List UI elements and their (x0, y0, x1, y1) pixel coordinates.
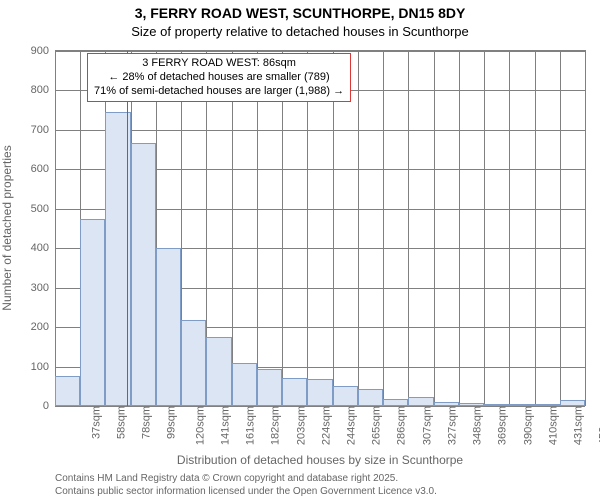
bar (459, 403, 484, 406)
callout-line2: ← 28% of detached houses are smaller (78… (94, 71, 344, 85)
bar (206, 337, 231, 406)
x-tick-label: 120sqm (188, 406, 206, 445)
bar (232, 363, 257, 406)
x-tick-label: 348sqm (466, 406, 484, 445)
marker-line (127, 51, 128, 406)
bar (55, 376, 80, 406)
gridline-v (358, 51, 359, 406)
gridline-v (535, 51, 536, 406)
x-tick-label: 390sqm (516, 406, 534, 445)
gridline-v (282, 51, 283, 406)
y-tick-label: 600 (31, 163, 55, 175)
bar (408, 397, 433, 406)
x-tick-label: 431sqm (567, 406, 585, 445)
gridline-v (307, 51, 308, 406)
bar (333, 386, 358, 406)
chart-title-line1: 3, FERRY ROAD WEST, SCUNTHORPE, DN15 8DY (0, 4, 600, 22)
bar (535, 404, 560, 406)
x-tick-label: 37sqm (84, 406, 102, 439)
callout-line3: 71% of semi-detached houses are larger (… (94, 85, 344, 99)
callout-line1: 3 FERRY ROAD WEST: 86sqm (94, 57, 344, 71)
attribution-line2: Contains public sector information licen… (55, 486, 437, 499)
x-tick-label: 307sqm (415, 406, 433, 445)
bar (282, 378, 307, 406)
gridline-v (257, 51, 258, 406)
x-tick-label: 286sqm (390, 406, 408, 445)
gridline-v (560, 51, 561, 406)
bar (358, 389, 383, 406)
plot-area: 010020030040050060070080090037sqm58sqm78… (55, 50, 586, 406)
x-tick-label: 265sqm (365, 406, 383, 445)
bar (80, 219, 105, 406)
gridline-v (484, 51, 485, 406)
gridline-v (509, 51, 510, 406)
bar (383, 399, 408, 406)
x-tick-label: 141sqm (213, 406, 231, 445)
chart-container: 3, FERRY ROAD WEST, SCUNTHORPE, DN15 8DY… (0, 0, 600, 500)
gridline-v (459, 51, 460, 406)
x-tick-label: 244sqm (340, 406, 358, 445)
gridline-v (232, 51, 233, 406)
callout-box: 3 FERRY ROAD WEST: 86sqm← 28% of detache… (87, 53, 351, 102)
y-tick-label: 400 (31, 242, 55, 254)
x-tick-label: 58sqm (109, 406, 127, 439)
x-tick-label: 182sqm (264, 406, 282, 445)
y-tick-label: 900 (31, 45, 55, 57)
y-tick-label: 700 (31, 124, 55, 136)
y-tick-label: 100 (31, 361, 55, 373)
x-tick-label: 410sqm (541, 406, 559, 445)
x-axis-label: Distribution of detached houses by size … (177, 453, 463, 467)
bar (484, 404, 509, 406)
bar (156, 248, 181, 406)
gridline-v (434, 51, 435, 406)
bar (131, 143, 156, 406)
y-axis-label: Number of detached properties (0, 145, 14, 310)
bar (307, 379, 332, 406)
bar (434, 402, 459, 406)
gridline-h (55, 51, 585, 52)
gridline-v (55, 51, 56, 406)
bar (181, 320, 206, 406)
attribution: Contains HM Land Registry data © Crown c… (55, 473, 437, 498)
gridline-v (383, 51, 384, 406)
x-tick-label: 161sqm (239, 406, 257, 445)
y-tick-label: 0 (43, 400, 55, 412)
bar (560, 400, 585, 406)
x-tick-label: 203sqm (289, 406, 307, 445)
x-tick-label: 369sqm (491, 406, 509, 445)
x-tick-label: 99sqm (160, 406, 178, 439)
x-tick-label: 78sqm (135, 406, 153, 439)
y-tick-label: 200 (31, 321, 55, 333)
attribution-line1: Contains HM Land Registry data © Crown c… (55, 473, 437, 486)
bar (257, 369, 282, 406)
x-tick-label: 224sqm (314, 406, 332, 445)
gridline-v (333, 51, 334, 406)
gridline-h (55, 130, 585, 131)
y-tick-label: 800 (31, 84, 55, 96)
y-tick-label: 300 (31, 282, 55, 294)
y-tick-label: 500 (31, 203, 55, 215)
x-tick-label: 452sqm (592, 406, 600, 445)
gridline-v (408, 51, 409, 406)
x-tick-label: 327sqm (441, 406, 459, 445)
bar (509, 404, 534, 406)
chart-title-line2: Size of property relative to detached ho… (0, 24, 600, 41)
